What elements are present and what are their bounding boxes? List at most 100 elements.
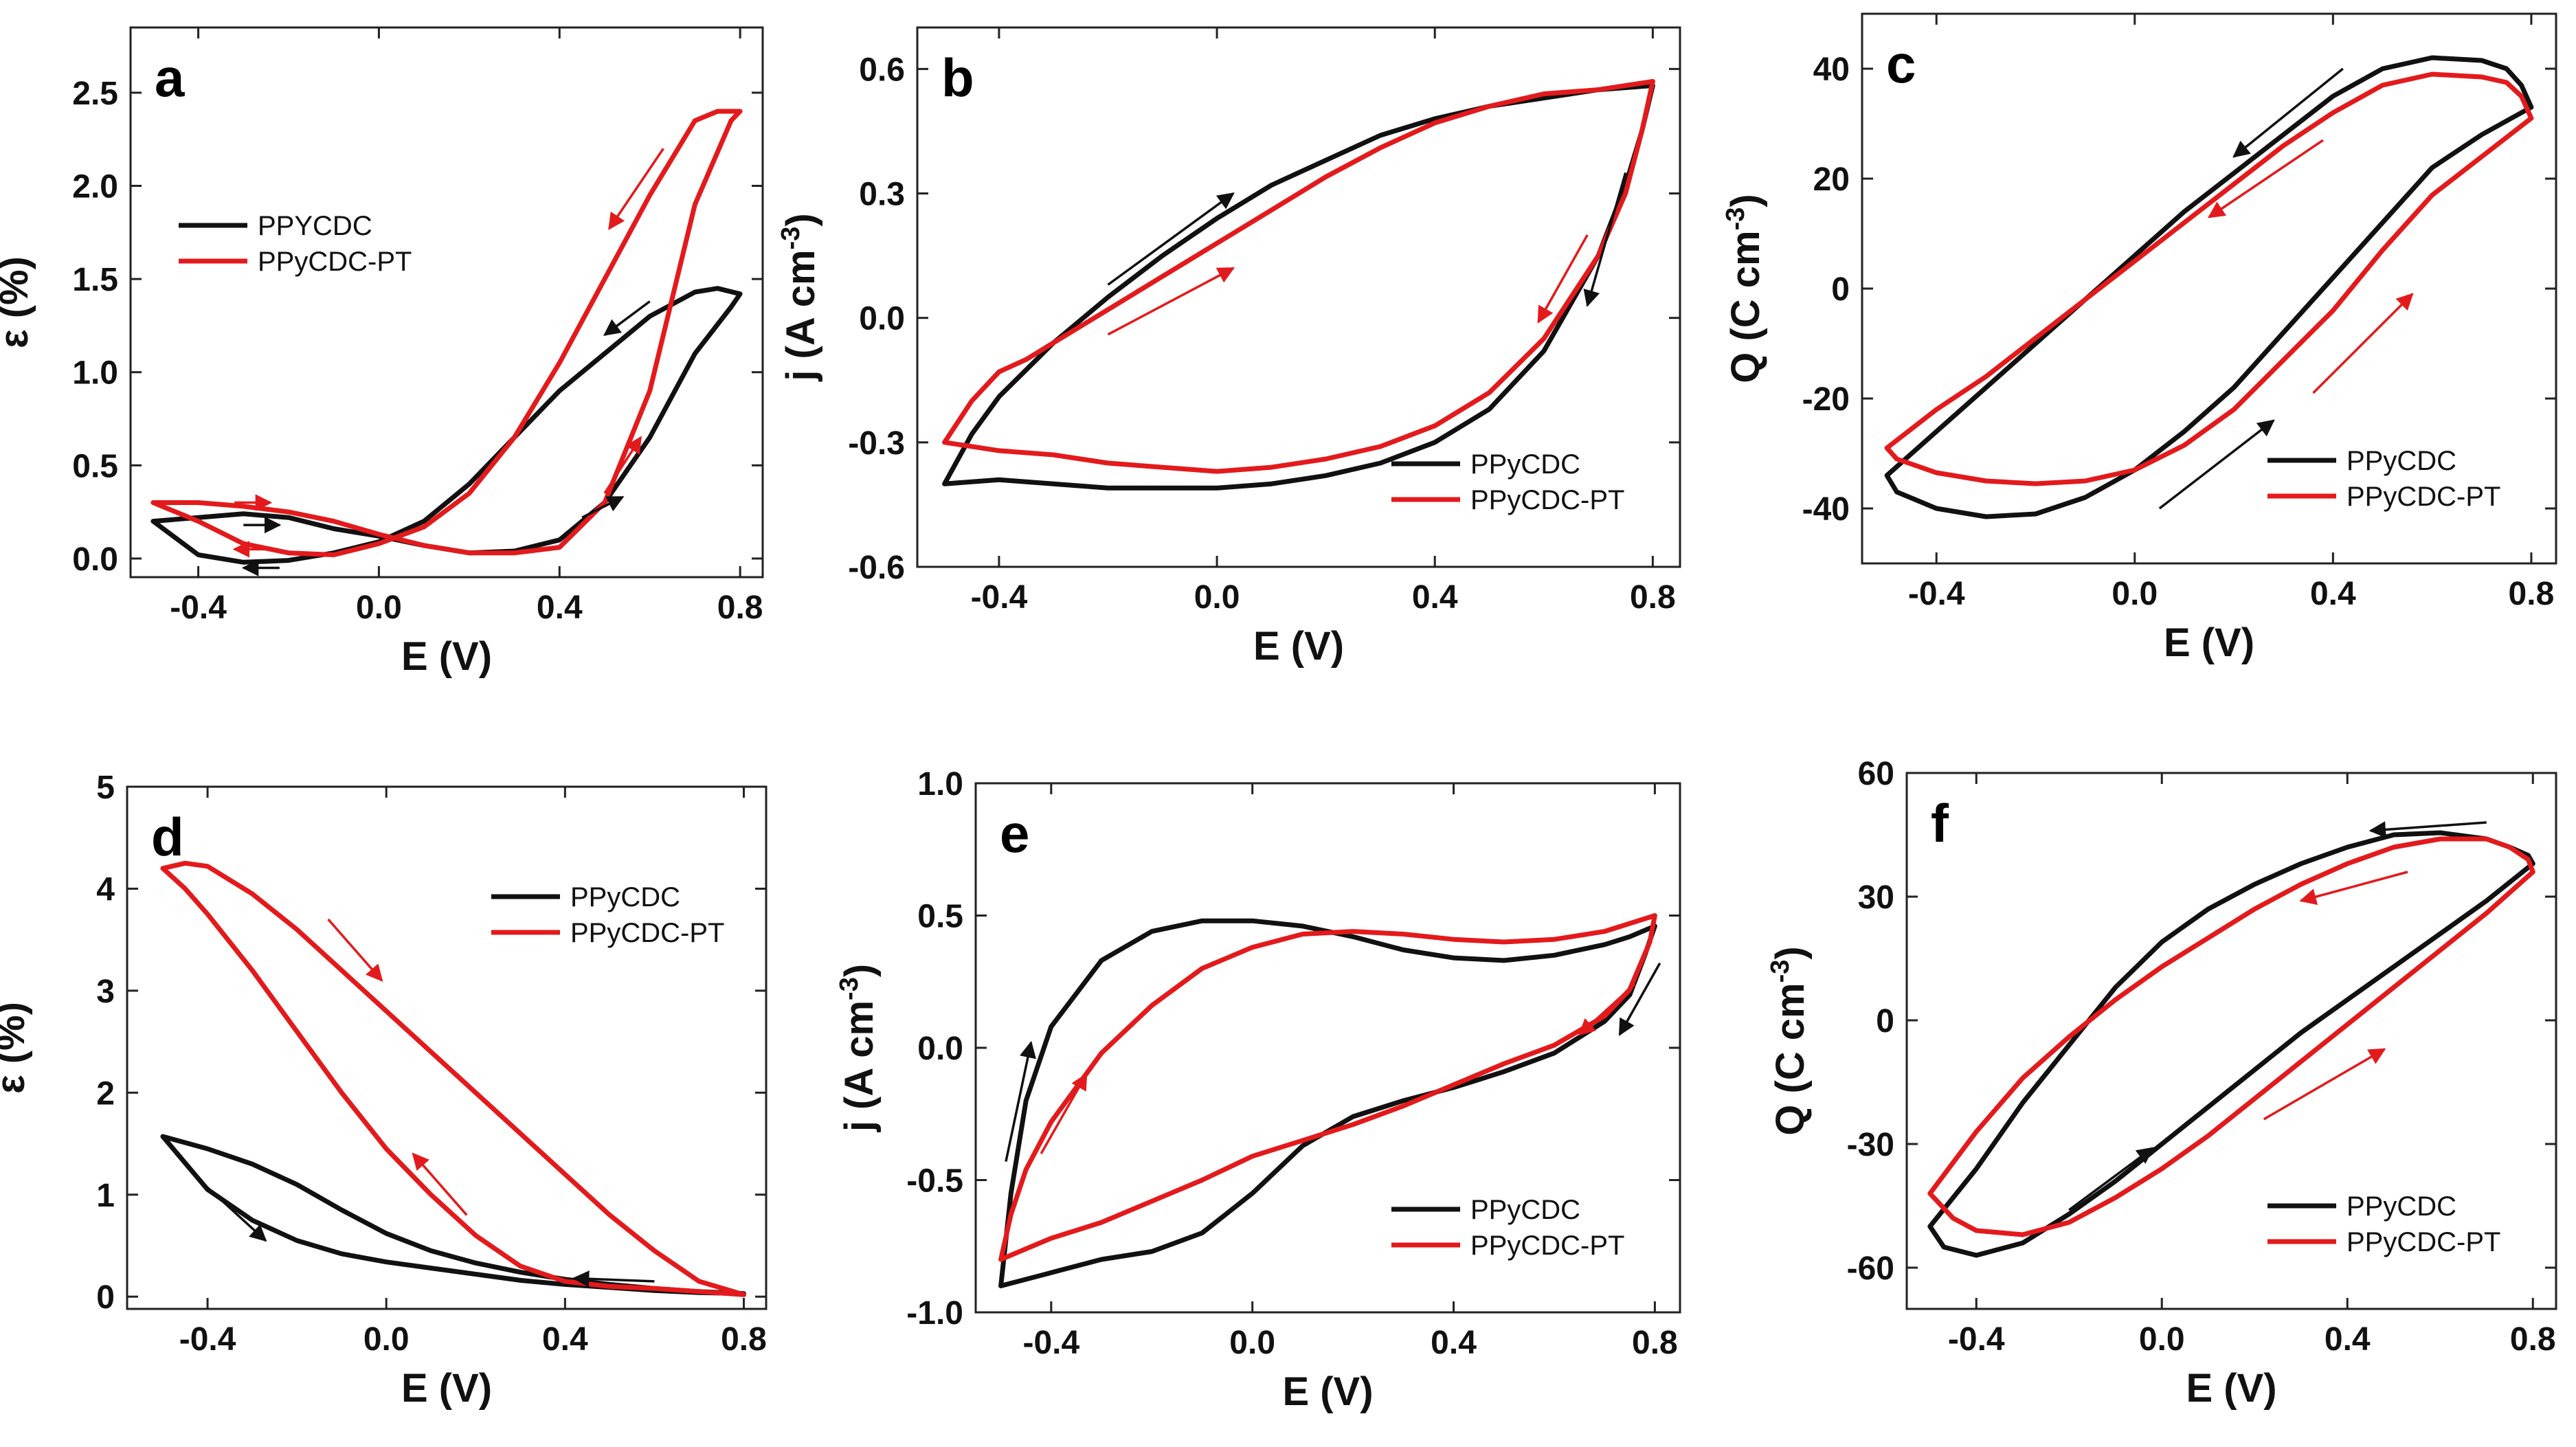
x-tick-label: 0.0 [1229,1325,1275,1361]
direction-arrow [1578,983,1636,1036]
direction-arrow [1618,962,1661,1036]
panel-letter: e [1000,803,1029,864]
direction-arrow [1583,172,1627,307]
legend-label: PPyCDC-PT [2347,1227,2500,1257]
direction-arrow [412,1152,468,1216]
series-line-PPyCDC [942,83,1655,491]
y-tick-label: -20 [1802,381,1850,418]
panel-e: -0.4 0.0 0.4 0.8 -1.0 -0.5 0.0 0.5 1.0 E (V) j (A … [835,766,1681,1414]
direction-arrow [2368,821,2487,838]
y-tick-label: 1.0 [72,355,118,392]
y-axis-label: ε (%) [0,256,36,348]
y-axis-label-main: ε (%) [0,256,36,348]
x-tick-label: -0.4 [179,1321,236,1358]
y-axis-label: j (A cm-3) [835,964,882,1132]
legend-label: PPyCDC-PT [1470,1231,1624,1261]
direction-arrow [2299,871,2408,906]
y-tick-label: -60 [1847,1250,1894,1287]
y-axis-label: Q (C cm-3) [1766,946,1813,1136]
y-axis-label-sup: -3 [835,977,864,1000]
direction-arrow [1537,234,1589,324]
series-line-PPyCDC-PT [160,860,746,1297]
y-tick-label: 5 [96,770,115,806]
x-axis-label: E (V) [1282,1369,1373,1414]
panel-letter: f [1931,793,1949,853]
y-tick-label: -0.3 [848,425,905,462]
x-tick-label: 0.4 [2325,1321,2371,1358]
series-line-PPyCDC-PT [998,913,1657,1262]
panel-d: -0.4 0.0 0.4 0.8 0 1 2 3 4 5 E (V) ε (%) d PPyCDC PPyC… [0,770,768,1411]
y-tick-label: 1 [96,1178,115,1214]
y-axis-label: j (A cm-3) [776,213,823,381]
x-tick-label: 0.8 [717,590,763,626]
series-line-PPyCDC [1884,55,2534,519]
y-axis-label-sup: -3 [1721,207,1750,231]
x-tick-label: 0.4 [1431,1325,1477,1361]
x-tick-label: 0.4 [1412,579,1458,616]
plot-frame [129,26,764,579]
plot-frame [1905,772,2557,1310]
y-tick-label: 0.0 [859,301,905,337]
legend-label: PPyCDC-PT [2347,482,2500,512]
x-tick-label: 0.0 [1194,579,1240,616]
x-axis-label: E (V) [401,634,492,679]
panel-a: -0.4 0.0 0.4 0.8 0.0 0.5 1.0 1.5 2.0 2.5 E (V) ε (%… [0,26,764,679]
y-tick-label: 40 [1813,52,1850,88]
y-tick-label: 0 [96,1279,115,1316]
direction-arrow [581,495,625,519]
legend-label: PPyCDC [570,882,680,912]
y-tick-label: 2.5 [72,76,118,112]
legend-label: PPYCDC [258,211,372,241]
direction-arrow [603,436,642,494]
x-tick-label: 0.0 [356,590,402,626]
direction-arrow [1107,192,1235,286]
direction-arrow [2232,67,2344,158]
y-axis-label-close: ) [1768,946,1813,959]
legend-label: PPyCDC [2347,446,2456,476]
legend-label: PPyCDC [1470,1195,1580,1225]
x-tick-label: 0.8 [1632,1325,1678,1361]
legend-label: PPyCDC-PT [258,247,412,277]
y-axis-label-sup: -3 [1766,960,1795,983]
direction-arrow [2068,1147,2154,1211]
legend-label: PPyCDC [1470,449,1580,480]
x-tick-label: 0.4 [542,1321,588,1358]
direction-arrow [1107,267,1235,336]
panel-c: -0.4 0.0 0.4 0.8 -40 -20 0 20 40 E (V) Q (C cm-3) c… [1721,12,2557,665]
direction-arrow [1040,1073,1088,1154]
direction-arrow [603,300,651,336]
direction-arrow [2158,419,2275,510]
x-axis-label: E (V) [2186,1366,2276,1411]
direction-arrow [2263,1048,2386,1121]
y-tick-label: 2.0 [72,169,118,205]
series-line-PPyCDC-PT [942,79,1655,474]
x-axis-label: E (V) [1253,624,1344,669]
y-tick-label: 0 [1876,1003,1894,1040]
series-line-PPyCDC-PT [1884,71,2534,486]
y-tick-label: -0.5 [906,1163,963,1200]
y-axis-label: ε (%) [0,1002,33,1094]
x-tick-label: 0.4 [2310,576,2356,612]
y-tick-label: 0.3 [859,177,905,213]
panel-b: -0.4 0.0 0.4 0.8 -0.6 -0.3 0.0 0.3 0.6 E (V) j (A … [776,26,1681,669]
direction-arrow [327,918,383,982]
y-axis-label-main: ε (%) [0,1002,33,1094]
x-tick-label: -0.4 [1948,1321,2005,1358]
y-axis-label-main: j (A cm [779,249,823,381]
panel-f: -0.4 0.0 0.4 0.8 -60 -30 0 30 60 E (V) Q (C cm-3) f… [1766,756,2557,1411]
x-tick-label: 0.8 [721,1321,767,1358]
panel-letter: c [1886,34,1916,94]
y-tick-label: 60 [1858,756,1894,792]
series-line-PPYCDC [150,286,743,565]
x-tick-label: -0.4 [971,579,1028,616]
x-tick-label: -0.4 [170,590,227,626]
x-tick-label: -0.4 [1022,1325,1079,1361]
direction-arrow [608,148,664,230]
legend-label: PPyCDC-PT [1470,485,1624,515]
series-line-PPyCDC [998,918,1657,1288]
y-axis-label-main: Q (C cm [1768,983,1813,1135]
y-tick-label: 0 [1831,271,1850,308]
y-tick-label: 0.5 [917,899,963,935]
y-tick-label: 0.6 [859,52,905,88]
